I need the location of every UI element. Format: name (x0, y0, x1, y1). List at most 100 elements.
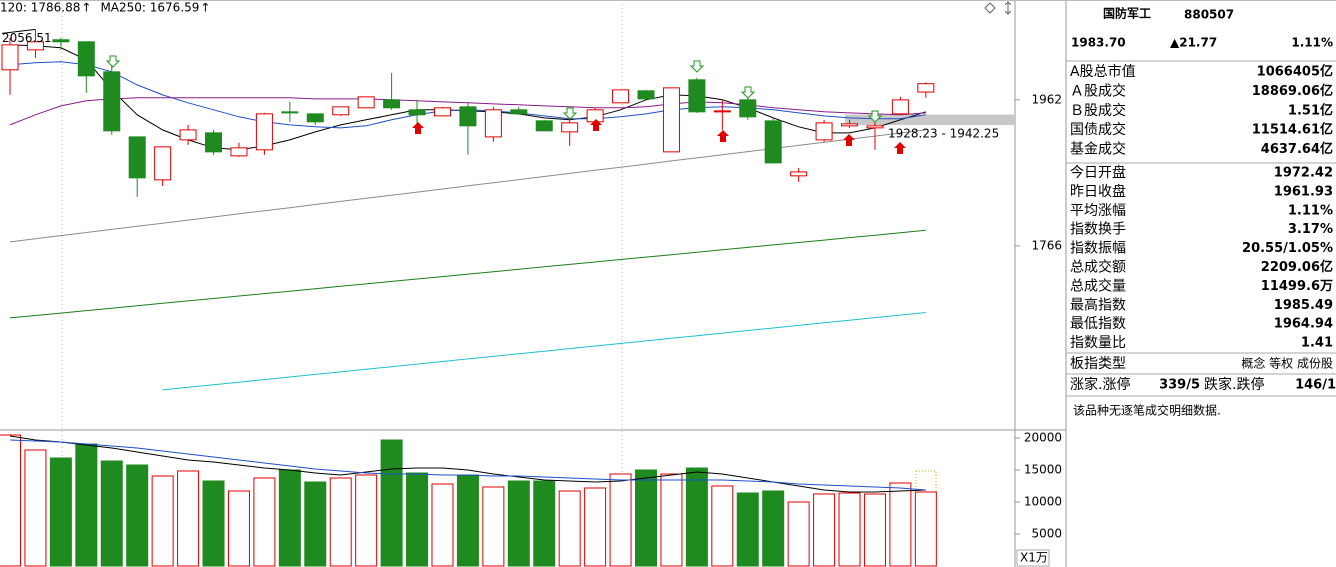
volume-plot (0, 434, 937, 567)
candle-body (26, 41, 44, 51)
candle-body (357, 96, 375, 109)
candle-body (433, 107, 451, 117)
candle-body (510, 109, 528, 115)
volume-ma-line (9, 439, 926, 491)
row-label: 指数振幅 (1070, 241, 1126, 257)
y-tick-label: 10000 (1024, 495, 1062, 509)
volume-bar (838, 492, 861, 567)
volume-bar (24, 449, 47, 567)
row-label: 涨家.涨停 (1070, 376, 1130, 393)
candle-body (128, 136, 146, 179)
icon-expand[interactable] (1004, 1, 1012, 15)
price-plot (1, 29, 1015, 391)
volume-bar (787, 501, 810, 567)
icon-diamond[interactable] (984, 2, 996, 14)
candle-body (484, 109, 502, 138)
buy-signal (717, 130, 729, 142)
row-label: 总成交量 (1070, 277, 1126, 294)
candle-body (459, 106, 477, 127)
row-value: 1964.94 (1274, 317, 1333, 332)
high-label: 2056.51 (2, 31, 52, 45)
candle-body (281, 111, 299, 114)
row-value: 1985.49 (1274, 298, 1333, 313)
volume-bar (202, 480, 225, 567)
volume-bar (736, 492, 759, 567)
candle-body (255, 113, 273, 151)
change-pct: 1.11% (1291, 36, 1333, 50)
candle-body (561, 122, 579, 133)
candle-body (205, 132, 223, 153)
row-label: 板指类型 (1070, 356, 1126, 372)
legend-entry: 120: 1786.88 (0, 1, 80, 15)
row-label: 指数换手 (1070, 221, 1126, 238)
row-label: 平均涨幅 (1070, 203, 1126, 219)
row-label: 跌家.跌停 (1204, 376, 1264, 393)
candle-body (739, 99, 757, 118)
row-value: 11514.61亿 (1252, 122, 1333, 138)
signals (105, 55, 906, 154)
row-label: 昨日收盘 (1070, 183, 1126, 200)
unit-label: X1万 (1020, 551, 1048, 565)
candle-body (790, 171, 808, 177)
change: ▲21.77 (1170, 36, 1217, 50)
row-value: 1066405亿 (1257, 64, 1333, 80)
y-tick-label: 15000 (1024, 463, 1062, 477)
stock-code: 880507 (1184, 8, 1234, 22)
candle-body (535, 120, 553, 132)
row-value: 339/5 (1159, 378, 1200, 393)
candle-body (764, 120, 782, 164)
volume-bar (813, 493, 836, 567)
legend-arrow: ↑ (81, 1, 91, 15)
band-label: 1928.23 - 1942.25 (888, 127, 999, 141)
candle-body (52, 39, 70, 43)
candle-body (408, 109, 426, 116)
volume-bar (914, 491, 937, 567)
row-label: 最高指数 (1070, 296, 1126, 313)
volume-bar (507, 480, 530, 567)
volume-bar (177, 470, 200, 567)
sell-signal (740, 86, 756, 99)
buy-signal (412, 122, 424, 134)
candle-body (179, 129, 197, 141)
row-value: 18869.06亿 (1252, 83, 1333, 99)
row-value: 概念 等权 成份股 (1241, 356, 1333, 371)
volume-bar (151, 475, 174, 567)
row-value: 1972.42 (1274, 166, 1333, 181)
candle-body (688, 79, 706, 113)
unit-box (1016, 549, 1050, 567)
volume-bar (406, 472, 429, 567)
volume-bar (0, 434, 21, 567)
row-value: 4637.64亿 (1261, 141, 1333, 157)
ma-line (9, 97, 926, 126)
volume-bar (635, 469, 657, 567)
row-value: 1.41 (1301, 336, 1333, 351)
candle-body (637, 90, 655, 100)
candle-body (841, 123, 859, 127)
volume-bar (685, 467, 708, 567)
candle-body (103, 71, 121, 132)
volume-bar (609, 473, 632, 567)
candle-body (154, 146, 172, 181)
row-label: 国债成交 (1070, 121, 1126, 138)
high-pointer (1, 28, 36, 34)
note: 该品种无逐笔成交明细数据. (1073, 403, 1221, 418)
price: 1983.70 (1071, 36, 1126, 50)
stock-name: 国防军工 (1103, 6, 1151, 21)
y-tick-label: 20000 (1024, 431, 1062, 445)
candle-body (230, 147, 248, 157)
volume-bar (75, 443, 98, 567)
row-value: 20.55/1.05% (1242, 241, 1333, 256)
volume-bar (304, 481, 327, 567)
volume-bar (49, 457, 72, 567)
row-label: 最低指数 (1070, 316, 1126, 332)
y-tick-label: 1766 (1031, 238, 1062, 252)
sell-signal (867, 110, 883, 123)
row-label: Ａ股成交 (1070, 82, 1126, 99)
legend-arrow: ↑ (200, 1, 210, 15)
range-band (845, 114, 1015, 126)
candle-body (866, 125, 884, 129)
volume-bar (227, 490, 250, 567)
volume-bar (456, 474, 479, 567)
volume-bar (482, 486, 505, 567)
